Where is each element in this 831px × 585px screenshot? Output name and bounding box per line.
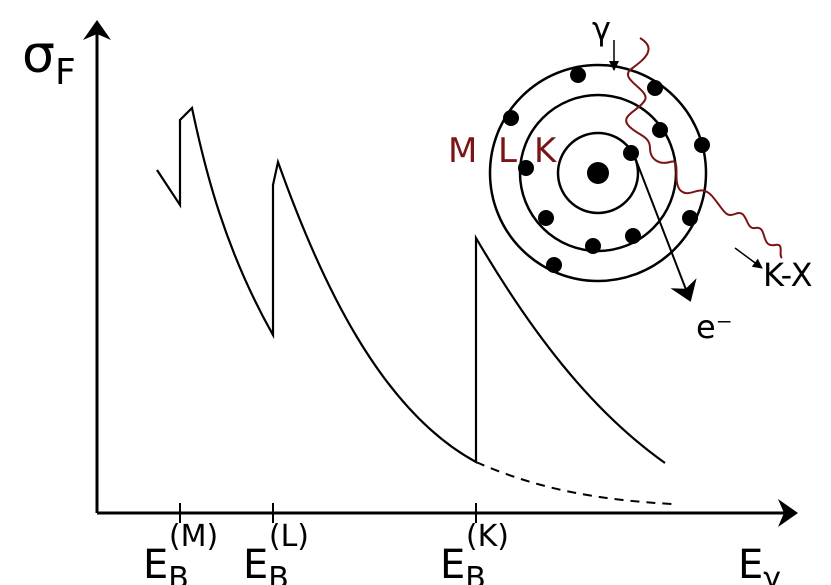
label-part: F [55, 52, 76, 93]
x-label: Eγ [738, 542, 781, 585]
cross-section-curve [157, 108, 665, 463]
tick-label: EB (M) [143, 519, 218, 585]
photon-label: γ [592, 10, 611, 48]
tick-label: EB (K) [440, 519, 509, 585]
xray-label: K-X [763, 256, 813, 294]
label-part: (M) [169, 519, 218, 554]
label-part: γ [763, 561, 781, 585]
label-part: σ [22, 25, 55, 85]
y-label: σF [22, 25, 76, 93]
label-part: B [465, 561, 486, 585]
label-part: B [268, 561, 289, 585]
label-part: E [440, 542, 465, 585]
label-part: E [738, 542, 763, 585]
electron-label: e⁻ [696, 308, 733, 346]
tick-label: EB (L) [243, 519, 309, 585]
label-part: E [243, 542, 268, 585]
shell-label: L [498, 131, 517, 171]
xray-arrow [735, 248, 762, 268]
label-part: B [168, 561, 189, 585]
shell-label: M [448, 131, 477, 171]
label-part: E [143, 542, 168, 585]
electron-arrow [636, 160, 690, 300]
diagram: σF Eγ EB(M) EB(L) EB(K) M L K γ e⁻ K-X [0, 0, 831, 585]
extrapolation [476, 462, 672, 504]
nucleus [587, 162, 609, 184]
label-part: (L) [269, 519, 309, 554]
label-part: (K) [466, 519, 509, 554]
shell-label: K [534, 131, 558, 171]
